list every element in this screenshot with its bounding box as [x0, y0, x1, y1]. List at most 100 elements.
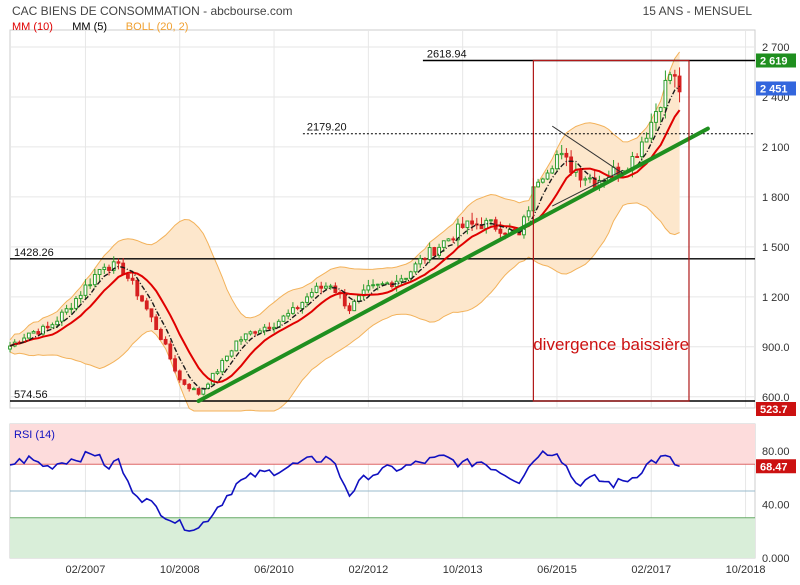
x-tick-label: 10/2008: [160, 564, 200, 576]
candle-body: [224, 355, 229, 361]
x-tick-label: 10/2018: [726, 564, 766, 576]
candle-body: [564, 152, 569, 158]
candle-body: [559, 152, 564, 156]
candle-body: [295, 307, 300, 310]
rsi-overbought-zone: [10, 424, 755, 465]
candle-body: [74, 298, 78, 309]
candle-body: [404, 277, 408, 280]
candle-body: [526, 210, 531, 218]
price-badge-label: 523.7: [760, 404, 788, 416]
price-tick-label: 1 500: [762, 242, 790, 254]
candle-body: [352, 300, 357, 312]
level-label: 2179.20: [307, 122, 347, 134]
candle-body: [427, 247, 432, 261]
candle-body: [111, 261, 116, 271]
candle-body: [196, 388, 201, 395]
triangle-lower-line: [552, 169, 624, 207]
candle-body: [677, 75, 682, 93]
candle-body: [305, 296, 309, 303]
candle-body: [498, 228, 503, 234]
candle-body: [144, 300, 149, 310]
rsi-bands: [10, 424, 755, 558]
candle-body: [88, 284, 93, 287]
price-panel-frame: [9, 29, 756, 409]
candle-body: [182, 379, 187, 385]
candle-body: [399, 278, 404, 282]
candle-body: [248, 331, 253, 335]
rsi-y-axis: 0.000 40.00 80.00: [762, 446, 790, 565]
candle-body: [456, 223, 460, 241]
candle-body: [555, 154, 559, 170]
candle-body: [69, 307, 74, 310]
candle-body: [470, 220, 475, 225]
candle-body: [635, 155, 640, 158]
candle-body: [328, 285, 333, 288]
legend-item: BOLL (20, 2): [126, 21, 189, 33]
candle-body: [45, 325, 50, 329]
x-tick-label: 02/2017: [631, 564, 671, 576]
candle-body: [140, 295, 144, 302]
divergence-annotation: divergence baissière: [533, 335, 689, 354]
x-tick-label: 02/2007: [66, 564, 106, 576]
candle-body: [116, 261, 121, 264]
legend-item: MM (5): [72, 21, 107, 33]
candle-body: [668, 74, 673, 81]
bollinger-band-fill: [10, 51, 680, 412]
candle-body: [300, 301, 305, 309]
candle-body: [59, 311, 64, 322]
candle-body: [540, 178, 545, 183]
candle-body: [319, 285, 324, 289]
candle-body: [484, 219, 489, 230]
price-tick-label: 1 800: [762, 192, 790, 204]
price-tick-label: 900.0: [762, 342, 790, 354]
price-badge-label: 2 451: [760, 83, 788, 95]
candle-body: [418, 258, 423, 265]
candle-body: [385, 282, 390, 285]
candle-body: [220, 359, 225, 373]
rsi-tick-label: 80.00: [762, 446, 790, 458]
candle-body: [371, 284, 375, 287]
period-label: 15 ANS - MENSUEL: [643, 4, 753, 18]
candle-body: [135, 279, 140, 297]
candle-body: [432, 247, 437, 256]
candle-body: [550, 168, 555, 174]
candle-body: [92, 274, 97, 286]
candle-body: [672, 74, 677, 77]
x-tick-label: 10/2013: [443, 564, 483, 576]
candle-body: [489, 219, 493, 222]
candle-body: [663, 79, 668, 109]
level-label: 1428.26: [14, 247, 54, 259]
price-tick-label: 2 700: [762, 42, 790, 54]
legend: MM (10) MM (5) BOLL (20, 2): [12, 21, 188, 33]
candle-body: [451, 238, 456, 241]
candle-body: [215, 371, 220, 374]
candle-body: [64, 308, 69, 313]
price-tick-label: 600.0: [762, 392, 790, 404]
candle-body: [286, 312, 291, 317]
candle-body: [41, 325, 45, 335]
level-label: 574.56: [14, 389, 48, 401]
candle-body: [545, 172, 550, 180]
bollinger-lower-line: [9, 202, 680, 412]
candle-body: [281, 315, 286, 322]
candle-body: [644, 137, 649, 143]
candle-body: [333, 285, 338, 293]
x-tick-label: 02/2012: [348, 564, 388, 576]
candle-body: [107, 266, 111, 271]
chart-title: CAC BIENS DE CONSOMMATION - abcbourse.co…: [12, 4, 293, 18]
price-tick-label: 1 200: [762, 292, 790, 304]
candle-body: [446, 238, 451, 242]
rsi-badge: 68.47: [756, 459, 796, 474]
candle-body: [342, 293, 347, 307]
candle-body: [78, 294, 83, 300]
legend-item: MM (10): [12, 21, 53, 33]
candle-body: [375, 283, 380, 286]
candle-body: [31, 331, 36, 334]
candle-body: [309, 291, 314, 298]
candle-body: [639, 141, 644, 158]
candle-body: [649, 121, 654, 139]
candle-body: [536, 181, 541, 188]
candle-body: [290, 307, 295, 314]
candle-body: [654, 111, 658, 123]
candle-body: [130, 277, 135, 281]
